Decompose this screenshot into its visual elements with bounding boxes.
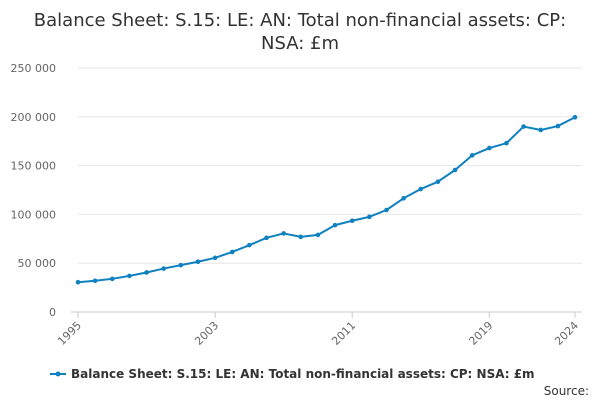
- x-tick-label: 2019: [466, 319, 495, 348]
- x-tick-label: 2011: [329, 319, 358, 348]
- data-point[interactable]: [555, 123, 561, 129]
- data-point[interactable]: [504, 140, 509, 146]
- data-point[interactable]: [109, 276, 115, 282]
- data-point[interactable]: [572, 114, 578, 120]
- data-point[interactable]: [144, 270, 149, 275]
- data-point[interactable]: [384, 207, 389, 213]
- data-point[interactable]: [92, 278, 98, 284]
- series-line: [77, 116, 576, 284]
- legend-label: Balance Sheet: S.15: LE: AN: Total non-f…: [71, 367, 535, 381]
- x-tick-label: 2024: [552, 319, 581, 348]
- y-tick-label: 0: [49, 306, 56, 319]
- x-tick-label: 1995: [55, 319, 84, 348]
- data-point[interactable]: [212, 255, 218, 261]
- chart-title-line-1: Balance Sheet: S.15: LE: AN: Total non-f…: [34, 10, 566, 31]
- data-point[interactable]: [349, 218, 355, 224]
- data-point[interactable]: [264, 235, 269, 241]
- x-tick-label: 2003: [192, 319, 221, 348]
- y-tick-label: 250 000: [11, 62, 57, 75]
- y-tick-label: 150 000: [11, 160, 57, 173]
- data-point[interactable]: [332, 222, 338, 228]
- data-point[interactable]: [75, 279, 81, 285]
- source-label: Source:: [544, 384, 589, 398]
- data-point[interactable]: [418, 186, 424, 192]
- data-point[interactable]: [435, 179, 441, 185]
- series-layer: [75, 114, 578, 285]
- data-point[interactable]: [538, 127, 544, 133]
- data-point[interactable]: [195, 259, 201, 265]
- legend[interactable]: Balance Sheet: S.15: LE: AN: Total non-f…: [50, 367, 535, 381]
- data-point[interactable]: [229, 249, 235, 255]
- data-point[interactable]: [401, 195, 406, 201]
- legend-marker-icon: [55, 371, 61, 377]
- grid-lines: [78, 67, 582, 264]
- chart-title-line-2: NSA: £m: [261, 33, 339, 54]
- data-point[interactable]: [247, 242, 252, 248]
- data-point[interactable]: [127, 273, 132, 279]
- data-point[interactable]: [367, 214, 372, 220]
- data-point[interactable]: [469, 153, 475, 158]
- data-point[interactable]: [161, 266, 166, 271]
- y-tick-label: 100 000: [11, 208, 57, 221]
- data-point[interactable]: [281, 231, 286, 236]
- data-point[interactable]: [178, 262, 184, 268]
- data-point[interactable]: [298, 234, 304, 240]
- axes: 0 50 000 100 000 150 000 200 000 250 000 1995 2…: [11, 62, 582, 348]
- data-point[interactable]: [487, 145, 492, 151]
- data-point[interactable]: [521, 124, 526, 129]
- data-point[interactable]: [315, 232, 321, 238]
- data-point[interactable]: [452, 167, 458, 173]
- y-tick-label: 200 000: [11, 111, 57, 124]
- y-tick-label: 50 000: [18, 257, 57, 270]
